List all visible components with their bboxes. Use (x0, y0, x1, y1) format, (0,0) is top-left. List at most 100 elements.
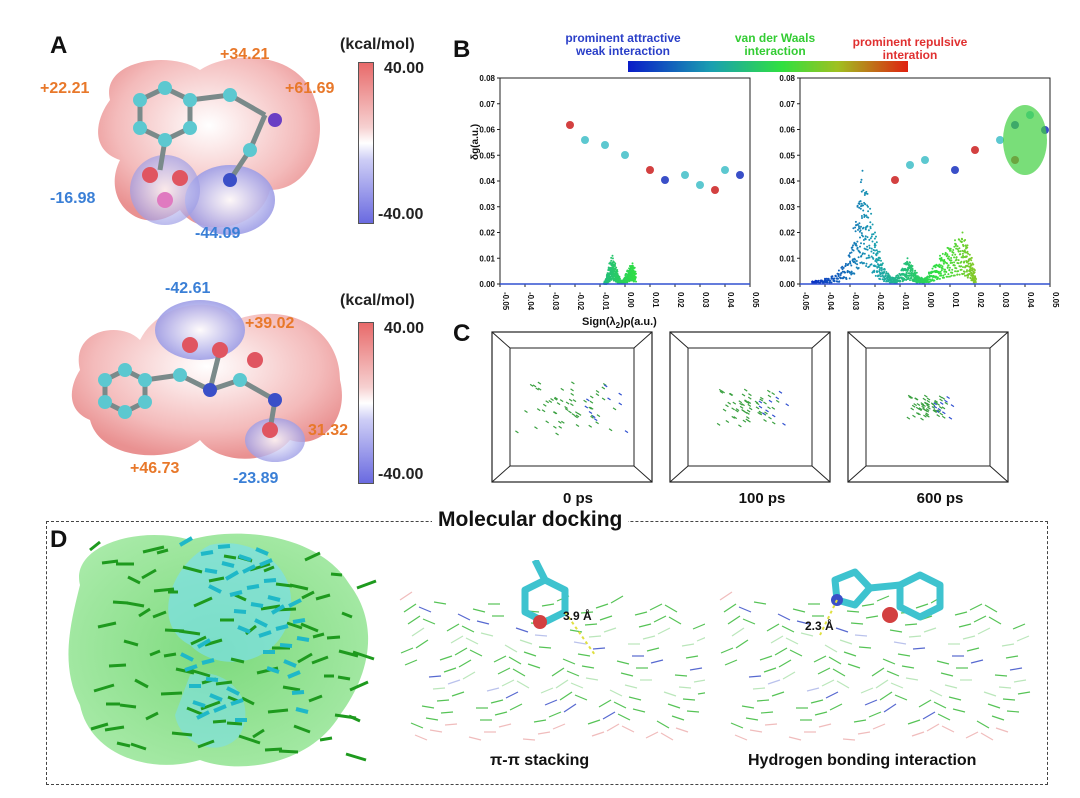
residue-bond (540, 687, 554, 694)
scatter-point (966, 244, 969, 247)
residue-bond (883, 703, 897, 713)
scatter-point (956, 262, 959, 264)
residue-bond (828, 656, 842, 665)
md-bond (742, 419, 747, 423)
scatter-point (962, 245, 965, 248)
scatter-point (633, 266, 636, 269)
md-bond (761, 412, 766, 416)
residue-bond (537, 731, 551, 735)
md-bond (934, 399, 938, 403)
scatter-point (628, 273, 631, 276)
scatter-point (874, 244, 877, 247)
residue-bond (671, 715, 685, 721)
scatter-point (867, 254, 870, 257)
ligand-bond (266, 666, 280, 674)
scatter-point (867, 229, 870, 232)
residue-bond (987, 703, 1001, 709)
y-tick-label: 0.07 (479, 100, 495, 109)
residue-bond (806, 687, 820, 692)
md-bond (561, 420, 565, 424)
scatter-point (957, 259, 960, 262)
residue-bond (966, 647, 980, 652)
residue-bond (414, 734, 428, 741)
scatter-point (960, 268, 963, 271)
md-box-edge (811, 465, 831, 483)
scatter-point (954, 239, 956, 242)
scatter-point (841, 265, 844, 268)
scatter-point (941, 265, 944, 268)
scatter-point (867, 205, 869, 208)
md-bond (763, 401, 767, 405)
x-tick-label: 0.00 (926, 292, 935, 308)
md-bond (572, 399, 577, 403)
scatter-point (969, 262, 972, 265)
colorbar (358, 62, 374, 224)
residue-bond (551, 667, 565, 677)
scatter-point (840, 272, 842, 275)
scatter-point (966, 276, 969, 279)
residue-bond (764, 723, 778, 726)
residue-bond (770, 635, 784, 644)
scatter-point (949, 247, 952, 250)
residue-bond (563, 703, 577, 713)
residue-bond (595, 603, 609, 609)
residue-bond (850, 622, 864, 625)
scatter-point (936, 277, 939, 280)
ligand-bond (254, 618, 268, 628)
scatter-point (881, 274, 884, 277)
scatter-point (879, 267, 881, 269)
scatter-point (940, 274, 943, 277)
md-bond (536, 408, 541, 412)
residue-bond (730, 722, 744, 729)
scatter-point (933, 279, 936, 282)
scatter-point (865, 192, 867, 195)
igm-ylabel: δg(a.u.) (470, 123, 481, 160)
md-time: 600 ps (916, 490, 964, 507)
scatter-point (951, 268, 954, 271)
md-bond (747, 400, 752, 404)
scatter-point (811, 280, 814, 283)
ligand-bond (237, 625, 251, 634)
scatter-point (971, 262, 974, 265)
scatter-point (612, 270, 614, 273)
scatter-point (865, 262, 868, 265)
residue-bond (465, 637, 479, 645)
protein-bond (260, 604, 281, 611)
md-bond (590, 415, 594, 419)
y-tick-label: 0.05 (779, 151, 795, 160)
residue-bond (731, 627, 745, 637)
scatter-point (891, 281, 894, 284)
scatter-point (908, 272, 911, 275)
residue-bond (515, 627, 529, 633)
md-bond (722, 408, 727, 412)
scatter-point (970, 259, 973, 262)
md-bond (608, 428, 613, 432)
scatter-point (859, 245, 861, 248)
ligand-bond (192, 700, 206, 708)
md-bond (933, 408, 938, 412)
residue-bond (428, 675, 442, 678)
scatter-point (950, 271, 952, 274)
residue-bond (544, 699, 558, 706)
scatter-point (899, 273, 902, 276)
x-tick-label: -0.05 (501, 292, 510, 311)
scatter-point (904, 262, 907, 264)
md-bond (759, 398, 764, 402)
scatter-point (839, 276, 842, 279)
md-bond (941, 406, 946, 410)
ligand-bond (291, 690, 305, 695)
scatter-point (964, 256, 967, 259)
protein-bond (163, 652, 177, 658)
scatter-point (870, 235, 873, 238)
igm-plot-right: 0.08 0.07 0.06 0.05 0.04 0.03 0.02 0.01 0.00 -0.0… (779, 74, 1060, 311)
scatter-point (947, 264, 950, 267)
scatter-point (883, 280, 885, 283)
md-bond (558, 420, 562, 424)
protein-bond (301, 590, 315, 600)
md-bond (575, 414, 580, 418)
md-bond (743, 388, 748, 392)
scatter-point (929, 271, 932, 274)
residue-bond (922, 711, 936, 720)
panel-label-a: A (50, 32, 68, 59)
legend-repulsive: prominent repulsive interation (852, 35, 968, 62)
